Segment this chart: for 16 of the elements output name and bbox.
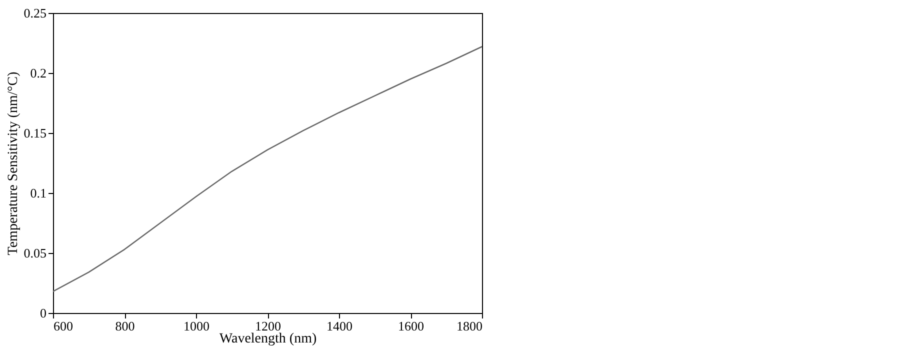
y-tick-label: 0.15 xyxy=(24,126,46,140)
x-tick-label: 1000 xyxy=(184,318,210,334)
y-tick-label: 0.2 xyxy=(30,66,46,80)
x-tick-label: 1400 xyxy=(326,318,352,334)
y-axis-title: Temperature Sensitivity (nm/°C) xyxy=(6,71,21,256)
x-axis-title: Wavelength (nm) xyxy=(219,332,317,346)
x-tick-label: 1200 xyxy=(255,318,281,334)
y-tick-label: 0.05 xyxy=(24,246,46,260)
x-tick-label: 800 xyxy=(115,318,135,334)
y-tick-label: 0.25 xyxy=(24,6,46,20)
x-tick-label: 1800 xyxy=(456,318,482,334)
line-series xyxy=(52,46,483,292)
y-tick-label: 0.1 xyxy=(30,186,46,200)
x-tick-label: 600 xyxy=(54,318,73,334)
y-tick-label: 0 xyxy=(40,306,46,320)
x-tick-label: 1600 xyxy=(398,318,424,334)
